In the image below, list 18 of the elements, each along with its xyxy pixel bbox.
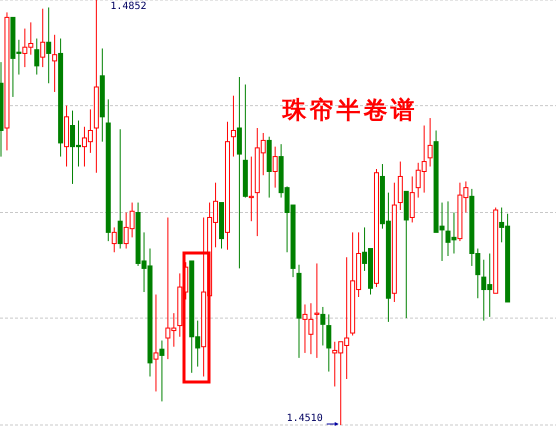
- annotation: 1.4852: [110, 1, 146, 12]
- candlestick: [314, 262, 320, 358]
- candlestick: [320, 306, 326, 346]
- annotation: 1.4510: [286, 413, 323, 424]
- candlestick: [153, 294, 158, 392]
- candlestick: [40, 8, 46, 68]
- candlestick: [428, 118, 433, 168]
- candlestick: [248, 156, 254, 222]
- candlestick: [112, 226, 117, 253]
- text: 珠帘半卷谱: [282, 95, 418, 124]
- candlestick: [118, 128, 123, 250]
- candlestick: [159, 340, 164, 402]
- candlestick: [52, 34, 58, 92]
- candlestick: [46, 6, 52, 84]
- candlestick: [230, 95, 236, 158]
- candlestick: [326, 314, 332, 372]
- candlestick: [34, 38, 40, 76]
- candlestick: [272, 146, 278, 188]
